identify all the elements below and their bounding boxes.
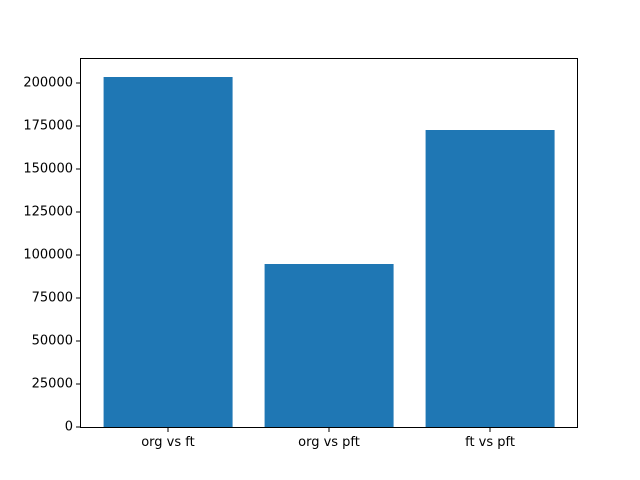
y-axis-tick-label: 100000 [23, 247, 73, 263]
y-axis-tick [76, 297, 80, 299]
y-axis-tick-label: 175000 [23, 118, 73, 134]
y-axis-tick-label: 150000 [23, 161, 73, 177]
y-axis-tick-label: 0 [64, 419, 73, 435]
y-axis-tick [76, 168, 80, 170]
y-axis-tick-label: 50000 [31, 333, 73, 349]
x-axis-tick-label: org vs ft [141, 435, 195, 450]
y-axis-tick [76, 125, 80, 127]
bar-org-vs-ft [103, 76, 233, 427]
y-axis-tick [76, 211, 80, 213]
y-axis-tick [76, 82, 80, 84]
y-axis-tick [76, 340, 80, 342]
x-axis-tick [489, 428, 491, 432]
x-axis-tick [328, 428, 330, 432]
y-axis-tick [76, 383, 80, 385]
y-axis-tick-label: 25000 [31, 376, 73, 392]
x-axis-tick [167, 428, 169, 432]
y-axis-tick [76, 254, 80, 256]
plot-area: org vs ft org vs pft ft vs pft 0 25000 50000 7… [23, 58, 578, 450]
bar-ft-vs-pft [425, 129, 555, 427]
y-axis-tick [76, 426, 80, 428]
x-axis-tick-label: ft vs pft [465, 435, 515, 450]
y-axis-tick-label: 125000 [23, 204, 73, 220]
bar-org-vs-pft [264, 263, 394, 427]
y-axis-tick-label: 75000 [31, 290, 73, 306]
y-axis-tick-label: 200000 [23, 75, 73, 91]
x-axis-tick-label: org vs pft [298, 435, 360, 450]
